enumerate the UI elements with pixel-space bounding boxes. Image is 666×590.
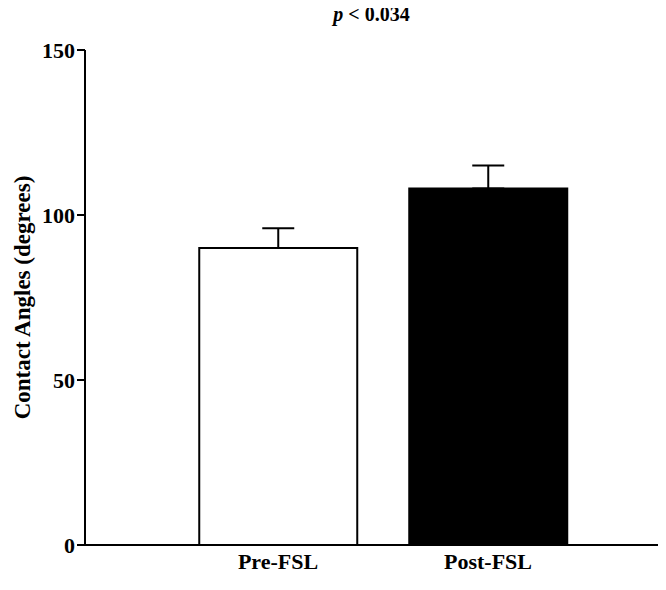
svg-text:150: 150 <box>42 38 75 63</box>
svg-text:Contact Angles (degrees): Contact Angles (degrees) <box>10 176 35 420</box>
svg-text:50: 50 <box>53 368 75 393</box>
svg-text:Pre-FSL: Pre-FSL <box>238 549 318 574</box>
svg-text:0: 0 <box>64 533 75 558</box>
svg-text:100: 100 <box>42 203 75 228</box>
svg-text:Post-FSL: Post-FSL <box>444 549 532 574</box>
html-text:p < 0.034: p < 0.034 <box>333 3 410 25</box>
